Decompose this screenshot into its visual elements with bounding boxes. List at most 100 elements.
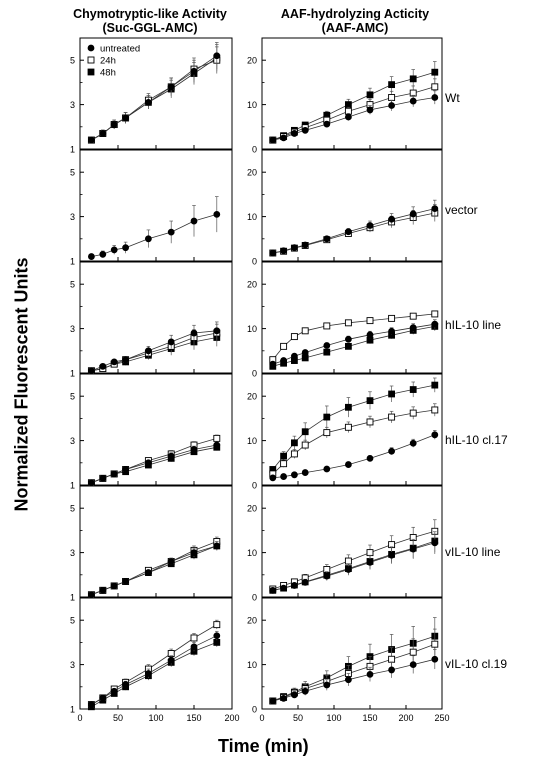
panel-left-wt-point-untreated-0 [88,136,95,144]
panel-right-hil-10-line-ytick-label-0: 0 [252,369,257,379]
panel-right-vil-10-cl-19-line-48h [272,635,435,702]
panel-right-hil-10-cl-17-point-untreated-2 [290,471,298,479]
panel-left-vil-10-cl-19-point-untreated-5 [167,656,175,664]
panel-left-hil-10-cl-17-point-untreated-4 [144,459,152,467]
panel-left-vil-10-cl-19-xtick-label-100: 100 [148,713,163,723]
panel-left-vil-10-cl-19-point-24h-6 [190,634,198,642]
panel-right-hil-10-line-point-24h-5 [344,319,352,327]
panel-right-vil-10-cl-19-point-untreated-8 [409,661,417,668]
panel-left-vector-point-untreated-7 [213,210,221,218]
panel-right-vil-10-cl-19-point-24h-8 [409,648,417,656]
panel-right-hil-10-line-ytick-label-20: 20 [247,280,257,290]
panel-right-hil-10-cl-17-point-untreated-4 [323,465,331,473]
panel-right-vil-10-line-point-24h-5 [344,557,352,565]
panel-right-vector-point-untreated-6 [366,222,374,229]
panel-right-vil-10-line-point-untreated-8 [409,545,417,553]
panel-right-vil-10-line-point-untreated-1 [280,584,288,592]
panel-right-wt-point-48h-9 [431,68,439,76]
panel-right-vil-10-line-point-untreated-3 [301,578,309,586]
panel-right-vil-10-cl-19-xtick-label-0: 0 [259,713,264,723]
panel-right-vil-10-line-line-untreated [272,542,435,591]
panel-left-wt-ytick-label-3: 3 [70,100,75,110]
panel-left-vil-10-cl-19-line-24h [91,624,218,705]
panel-left-vil-10-line-point-untreated-4 [144,569,152,576]
panel-right-vil-10-cl-19-point-24h-7 [388,655,396,663]
right-title-line2: (AAF-AMC) [321,21,389,35]
panel-right-hil-10-cl-17-point-24h-3 [301,441,309,449]
panel-right-hil-10-cl-17-line-untreated [272,434,435,479]
panel-left-hil-10-cl-17-point-untreated-2 [110,470,118,478]
legend-marker-untreated [87,44,95,52]
legend-marker-48h [87,68,95,76]
legend-marker-24h [87,56,95,64]
panel-right-wt-point-untreated-3 [301,126,309,134]
panel-right-wt-point-48h-6 [366,91,374,99]
panel-left-vil-10-line-point-untreated-3 [122,578,129,585]
panel-left-wt-point-untreated-1 [99,130,107,137]
panel-left-hil-10-cl-17-point-untreated-3 [122,466,129,473]
panel-right-vector-ytick-label-10: 10 [247,212,257,222]
panel-right-hil-10-cl-17-point-24h-8 [409,409,417,417]
panel-left-hil-10-line-point-untreated-3 [122,356,129,364]
panel-right-hil-10-line-line-24h [272,313,435,360]
panel-left-hil-10-line-ytick-label-5: 5 [70,280,75,290]
panel-right-wt-point-untreated-1 [280,134,288,142]
panel-right-vil-10-line-point-untreated-0 [269,586,277,594]
panel-right-wt-frame [261,37,443,150]
panel-left-hil-10-line-ytick-label-3: 3 [70,324,75,334]
panel-right-vil-10-line-point-untreated-6 [366,558,374,566]
panel-left-vil-10-cl-19-frame [79,597,233,710]
panel-right-hil-10-line-point-24h-3 [301,327,309,335]
right-title-line1: AAF-hydrolyzing Acticity [280,7,430,21]
panel-right-hil-10-cl-17-point-untreated-8 [409,439,417,447]
panel-right-vil-10-cl-19-point-untreated-0 [269,697,277,705]
panel-left-hil-10-cl-17-point-untreated-0 [88,479,95,487]
panel-right-vil-10-line-ytick-label-20: 20 [247,504,257,514]
panel-left-vil-10-cl-19-line-untreated [91,635,217,705]
y-axis-title: Normalized Fluorescent Units [11,257,32,512]
panel-left-vector-ytick-label-3: 3 [70,212,75,222]
panel-left-hil-10-line-ytick-label-1: 1 [70,369,75,379]
panel-right-vector-frame [261,149,443,262]
panel-left-vector-point-untreated-5 [167,228,175,236]
panel-right-hil-10-cl-17-ytick-label-0: 0 [252,481,257,491]
panel-right-hil-10-cl-17-point-24h-4 [323,429,331,437]
row-label-vector: vector [445,203,478,217]
panel-right-vil-10-line-line-24h [272,530,435,590]
panel-right-hil-10-cl-17-point-48h-8 [409,386,417,393]
panel-right-vector-point-untreated-7 [388,215,396,223]
panel-right-hil-10-cl-17-frame [261,373,443,486]
panel-right-vil-10-cl-19-line-24h [272,643,435,702]
panel-right-wt-ytick-label-0: 0 [252,145,257,155]
panel-right-hil-10-line-point-24h-9 [431,310,439,318]
panel-right-hil-10-line-point-24h-4 [323,322,331,330]
panel-left-vil-10-line-point-untreated-2 [110,582,118,590]
panel-right-vil-10-line-point-untreated-5 [344,566,352,573]
panel-right-hil-10-line-point-untreated-1 [280,357,288,364]
panel-right-hil-10-cl-17-point-48h-5 [344,403,352,411]
panel-left-hil-10-line-line-24h [91,332,217,372]
panel-right-hil-10-line-point-48h-4 [323,348,331,356]
panel-right-hil-10-cl-17-point-untreated-1 [280,473,288,480]
panel-left-vector-line-untreated [91,214,217,257]
panel-right-hil-10-line-point-48h-5 [344,342,352,350]
panel-right-hil-10-line-point-24h-6 [366,317,374,325]
panel-left-vil-10-cl-19-point-untreated-3 [122,681,129,688]
panel-left-vil-10-cl-19-xtick-label-0: 0 [77,713,82,723]
panel-left-vil-10-cl-19-point-24h-7 [213,621,221,629]
panel-left-vector-frame [79,149,233,262]
panel-right-hil-10-line-frame [261,261,443,374]
panel-right-vil-10-line-point-untreated-7 [388,551,396,559]
panel-right-vil-10-cl-19-point-untreated-3 [301,687,309,695]
panel-left-vil-10-line-frame [79,485,233,598]
panel-right-hil-10-line-point-untreated-4 [323,342,331,349]
panel-right-hil-10-cl-17-point-24h-2 [290,450,298,458]
panel-right-hil-10-line-point-untreated-2 [290,352,298,360]
panel-right-wt-point-untreated-0 [269,136,277,144]
row-label-hil10-cl17: hIL-10 cl.17 [445,433,508,447]
panel-right-hil-10-cl-17-point-48h-2 [290,439,298,447]
panel-left-wt-point-untreated-3 [122,114,129,122]
panel-right-vector-point-untreated-4 [323,235,331,243]
panel-left-wt-point-untreated-7 [213,52,221,60]
